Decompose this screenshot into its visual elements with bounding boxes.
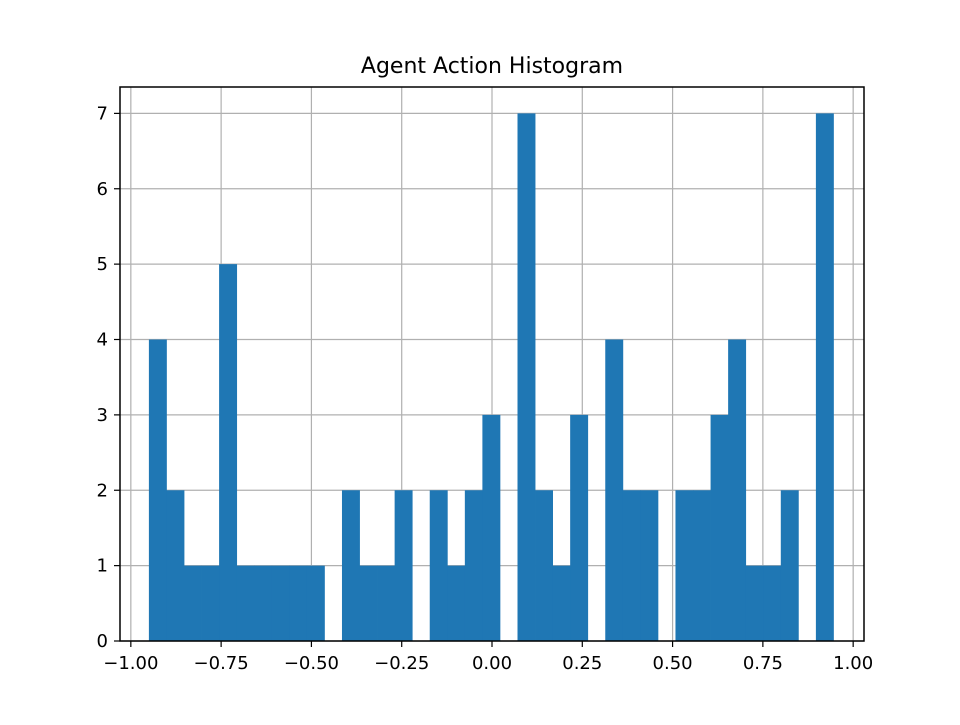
histogram-bar — [780, 490, 799, 641]
histogram-bar — [306, 565, 325, 641]
y-tick-label: 0 — [97, 631, 108, 652]
histogram-bar — [429, 490, 448, 641]
histogram-bar — [464, 490, 483, 641]
histogram-bar — [535, 490, 553, 641]
x-tick-label: 0.00 — [472, 653, 512, 674]
histogram-bar — [605, 339, 624, 641]
histogram-bars — [148, 113, 834, 641]
histogram-bar — [640, 490, 659, 641]
histogram-bar — [219, 264, 238, 641]
y-tick-label: 4 — [97, 330, 108, 351]
x-axis: −1.00 −0.75 −0.50 −0.25 0.00 0.25 0.50 0.75 1.00 — [103, 641, 873, 674]
y-axis: 0 1 2 3 4 5 6 7 — [97, 103, 120, 652]
histogram-bar — [710, 414, 729, 641]
histogram-bar — [341, 490, 360, 641]
histogram-bar — [693, 490, 711, 641]
histogram-bar — [289, 565, 308, 641]
histogram-bar — [728, 339, 747, 641]
y-tick-label: 3 — [97, 405, 108, 426]
y-tick-label: 6 — [97, 179, 108, 200]
x-tick-label: −0.50 — [284, 653, 339, 674]
histogram-bar — [394, 490, 413, 641]
x-tick-label: −0.75 — [194, 653, 249, 674]
histogram-bar — [148, 339, 167, 641]
x-tick-label: −1.00 — [103, 653, 158, 674]
histogram-bar — [201, 565, 220, 641]
x-tick-label: −0.25 — [374, 653, 429, 674]
x-tick-label: 0.75 — [743, 653, 783, 674]
histogram-bar — [166, 490, 185, 641]
histogram-bar — [675, 490, 694, 641]
x-tick-label: 0.50 — [653, 653, 693, 674]
histogram-bar — [517, 113, 536, 641]
histogram-bar — [447, 565, 466, 641]
y-tick-label: 5 — [97, 254, 108, 275]
histogram-bar — [184, 565, 202, 641]
histogram-bar — [377, 565, 396, 641]
histogram-bar — [271, 565, 290, 641]
histogram-bar — [570, 414, 589, 641]
x-tick-label: 0.25 — [562, 653, 602, 674]
histogram-bar — [622, 490, 641, 641]
histogram-bar — [763, 565, 782, 641]
histogram-bar — [482, 414, 501, 641]
y-tick-label: 2 — [97, 480, 108, 501]
histogram-bar — [745, 565, 764, 641]
y-tick-label: 1 — [97, 556, 108, 577]
histogram-bar — [359, 565, 378, 641]
histogram-bar — [254, 565, 273, 641]
x-tick-label: 1.00 — [833, 653, 873, 674]
chart-title: Agent Action Histogram — [361, 54, 623, 79]
y-tick-label: 7 — [97, 103, 108, 124]
histogram-bar — [552, 565, 571, 641]
histogram-bar — [236, 565, 255, 641]
histogram-bar — [815, 113, 834, 641]
